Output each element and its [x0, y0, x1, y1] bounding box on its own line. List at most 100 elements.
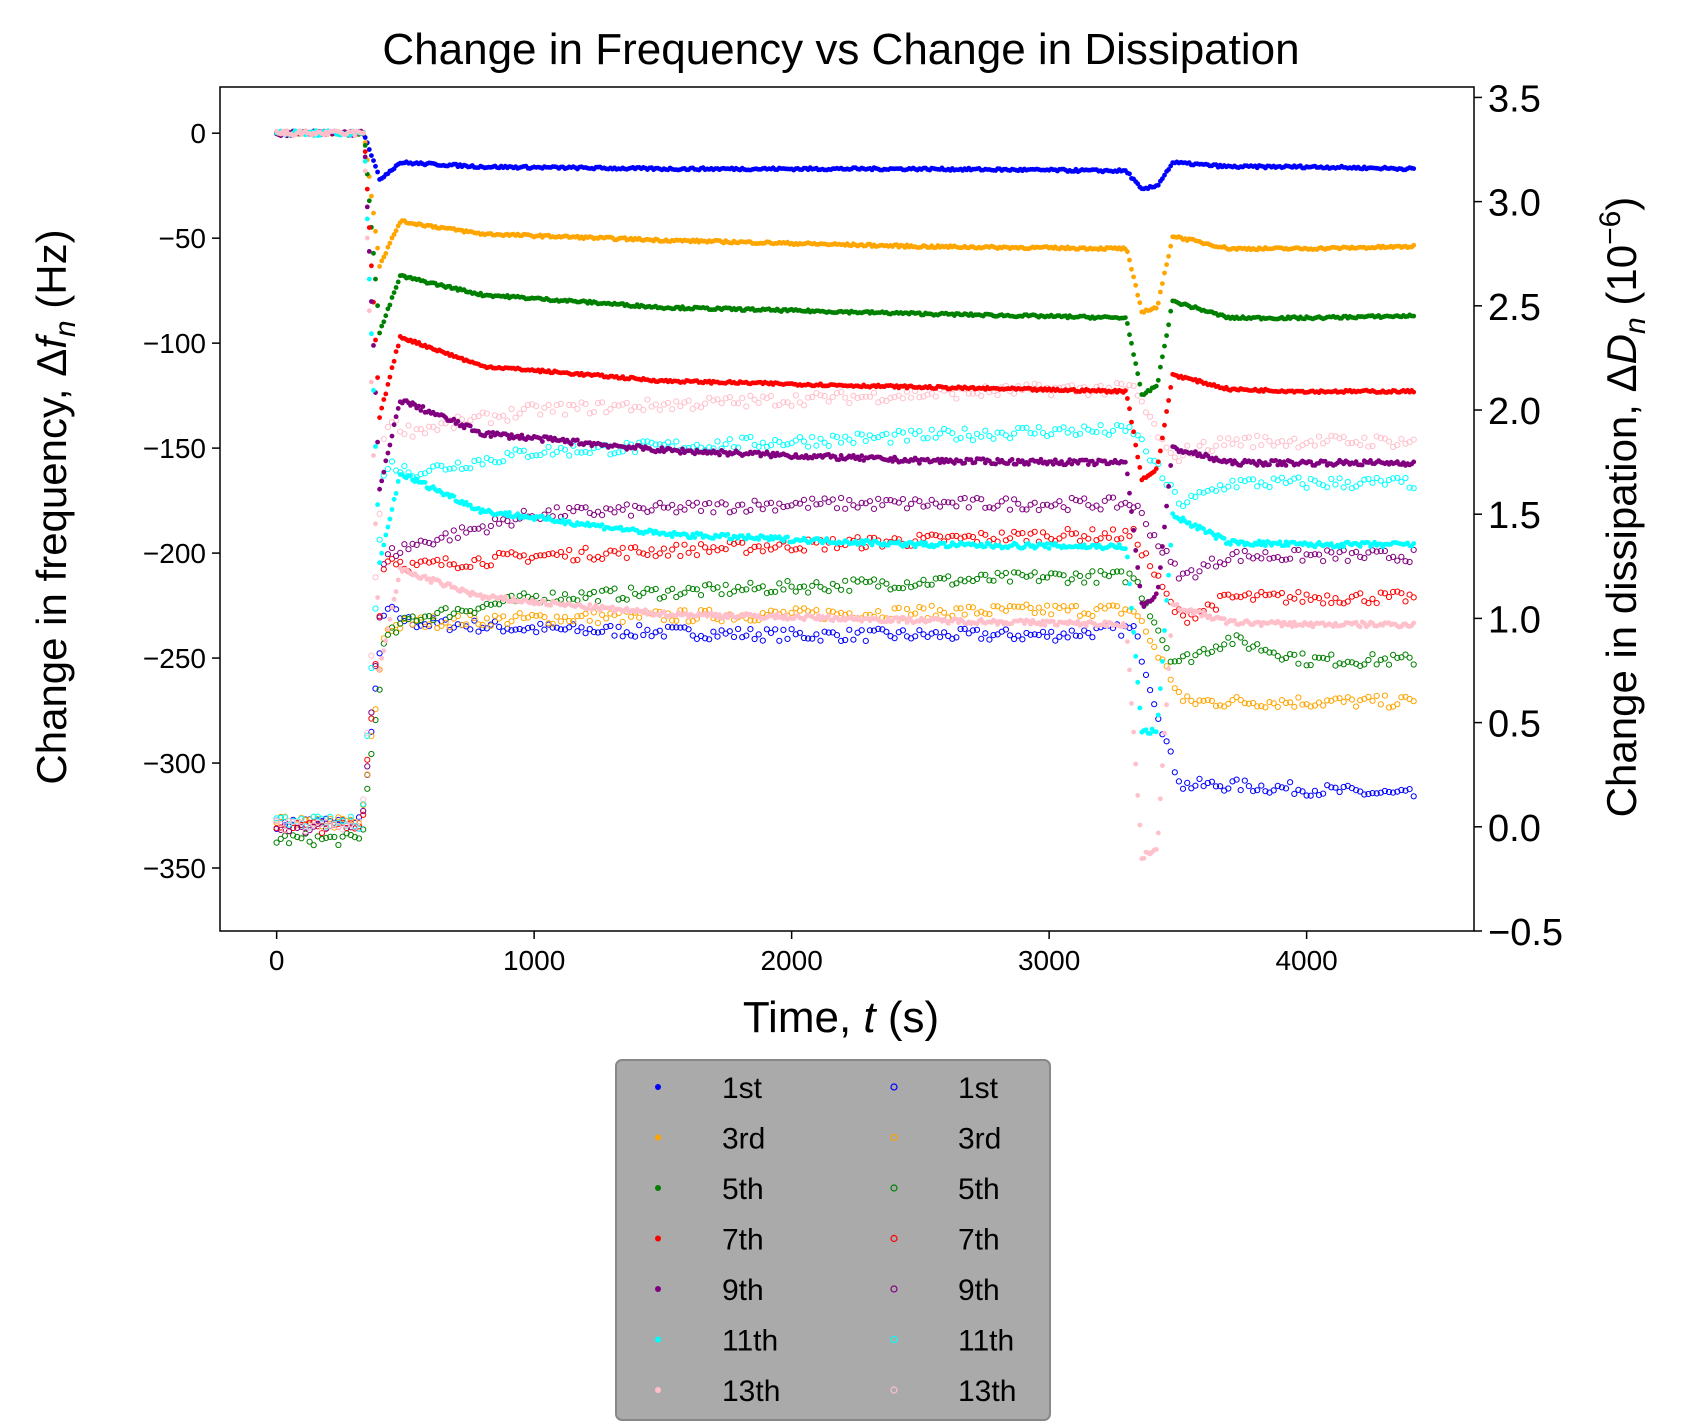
frequency-point-9th [389, 433, 395, 439]
dissipation-point-5th [1307, 661, 1314, 669]
dissipation-point-11th [838, 439, 845, 446]
dissipation-point-11th [355, 825, 363, 832]
dissipation-point-11th [1122, 427, 1129, 434]
dissipation-point-1st [1019, 636, 1026, 643]
dissipation-point-9th [1039, 502, 1047, 509]
dissipation-point-13th [524, 401, 532, 409]
dissipation-point-1st [512, 626, 519, 633]
dissipation-point-13th [1138, 398, 1145, 405]
dissipation-point-1st [1250, 788, 1257, 795]
dissipation-point-1st [1175, 778, 1183, 785]
dissipation-point-7th [1394, 588, 1401, 595]
dissipation-point-5th [1303, 662, 1310, 669]
dissipation-point-1st [949, 635, 956, 642]
dissipation-point-5th [693, 586, 701, 593]
dissipation-point-11th [512, 446, 519, 453]
dissipation-point-5th [891, 584, 898, 591]
dissipation-point-11th [1208, 486, 1216, 493]
dissipation-point-13th [755, 399, 762, 406]
dissipation-point-5th [685, 584, 692, 592]
dissipation-point-5th [298, 835, 305, 842]
dissipation-point-7th [541, 552, 548, 559]
dissipation-point-13th [277, 821, 284, 828]
dissipation-point-13th [533, 403, 540, 410]
dissipation-point-11th [879, 431, 886, 439]
dissipation-point-1st [1052, 637, 1059, 644]
dissipation-point-9th [360, 807, 367, 815]
dissipation-point-5th [702, 582, 709, 589]
dissipation-point-5th [1188, 658, 1195, 666]
dissipation-point-9th [603, 505, 610, 512]
dissipation-point-3rd [1151, 643, 1158, 651]
dissipation-point-9th [471, 525, 478, 533]
dissipation-point-3rd [1184, 693, 1191, 700]
series-layer [273, 128, 1417, 861]
dissipation-point-1st [813, 631, 820, 638]
dissipation-point-11th [949, 430, 956, 437]
dissipation-point-11th [870, 434, 878, 442]
dissipation-point-5th [1291, 651, 1298, 658]
dissipation-point-5th [813, 579, 820, 586]
dissipation-point-13th [862, 393, 869, 400]
dissipation-point-7th [1085, 535, 1092, 542]
dissipation-point-9th [611, 509, 618, 516]
frequency-point-11th [505, 513, 510, 519]
dissipation-point-9th [426, 539, 433, 547]
frequency-point-9th [418, 408, 424, 413]
frequency-point-11th [507, 510, 512, 515]
dissipation-point-9th [508, 522, 515, 529]
dissipation-point-5th [570, 595, 577, 602]
dissipation-point-3rd [483, 615, 490, 622]
dissipation-point-1st [582, 630, 589, 637]
frequency-point-5th [373, 276, 378, 282]
dissipation-point-7th [982, 531, 989, 538]
dissipation-point-9th [875, 495, 882, 502]
dissipation-point-1st [784, 635, 791, 643]
frequency-point-9th [1090, 458, 1095, 464]
dissipation-point-13th [891, 394, 898, 401]
dissipation-point-7th [343, 824, 350, 832]
dissipation-point-7th [1320, 600, 1327, 607]
dissipation-point-13th [520, 405, 527, 413]
dissipation-point-3rd [508, 618, 515, 625]
dissipation-point-1st [1151, 701, 1158, 708]
dissipation-point-3rd [500, 613, 507, 620]
frequency-point-7th [1131, 429, 1136, 435]
frequency-point-7th [1137, 465, 1143, 470]
dissipation-point-13th [784, 399, 791, 406]
frequency-point-9th [972, 460, 978, 465]
dissipation-point-9th [1151, 532, 1158, 539]
dissipation-point-1st [1002, 626, 1010, 633]
dissipation-point-1st [1233, 776, 1240, 783]
frequency-point-9th [1273, 458, 1279, 463]
dissipation-point-5th [623, 596, 630, 603]
dissipation-point-1st [941, 629, 948, 636]
dissipation-point-5th [483, 600, 490, 608]
dissipation-point-5th [1192, 652, 1199, 659]
dissipation-point-7th [1381, 590, 1389, 597]
dissipation-point-3rd [1394, 701, 1401, 708]
frequency-point-9th [412, 402, 418, 407]
dissipation-point-9th [805, 504, 812, 511]
dissipation-point-13th [516, 410, 523, 417]
frequency-point-1st [1411, 166, 1417, 172]
dissipation-point-11th [277, 814, 284, 822]
dissipation-point-1st [936, 634, 944, 641]
dissipation-point-9th [763, 500, 771, 507]
dissipation-point-7th [1006, 535, 1014, 542]
dissipation-point-7th [1072, 530, 1080, 537]
frequency-point-11th [383, 532, 389, 538]
dissipation-point-9th [405, 546, 412, 553]
dissipation-point-7th [471, 556, 478, 564]
dissipation-point-5th [883, 580, 890, 587]
dissipation-point-1st [1039, 628, 1047, 636]
dissipation-point-11th [673, 438, 680, 445]
dissipation-point-11th [961, 425, 968, 432]
dissipation-point-13th [405, 422, 412, 429]
dissipation-point-3rd [1031, 609, 1038, 617]
dissipation-point-11th [566, 452, 573, 459]
dissipation-point-11th [899, 429, 907, 436]
dissipation-point-5th [351, 834, 358, 841]
dissipation-point-3rd [895, 604, 902, 612]
dissipation-series-1st [273, 603, 1417, 833]
